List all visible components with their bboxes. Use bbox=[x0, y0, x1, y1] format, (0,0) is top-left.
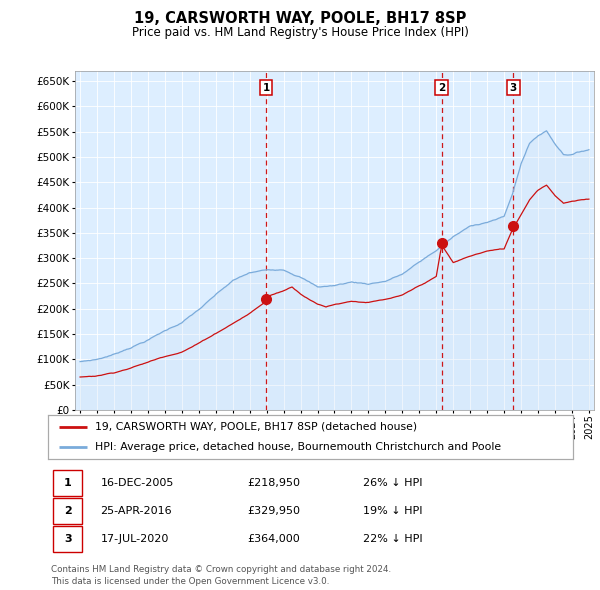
Text: 25-APR-2016: 25-APR-2016 bbox=[101, 506, 172, 516]
Text: Contains HM Land Registry data © Crown copyright and database right 2024.: Contains HM Land Registry data © Crown c… bbox=[51, 565, 391, 574]
Text: £329,950: £329,950 bbox=[248, 506, 301, 516]
Text: £218,950: £218,950 bbox=[248, 478, 301, 488]
Text: 19, CARSWORTH WAY, POOLE, BH17 8SP (detached house): 19, CARSWORTH WAY, POOLE, BH17 8SP (deta… bbox=[95, 422, 418, 432]
Text: 3: 3 bbox=[509, 83, 517, 93]
FancyBboxPatch shape bbox=[53, 526, 82, 552]
Text: 26% ↓ HPI: 26% ↓ HPI bbox=[363, 478, 422, 488]
Text: 1: 1 bbox=[262, 83, 269, 93]
Text: 17-JUL-2020: 17-JUL-2020 bbox=[101, 534, 169, 544]
Text: 1: 1 bbox=[64, 478, 71, 488]
Text: Price paid vs. HM Land Registry's House Price Index (HPI): Price paid vs. HM Land Registry's House … bbox=[131, 26, 469, 39]
Text: 19, CARSWORTH WAY, POOLE, BH17 8SP: 19, CARSWORTH WAY, POOLE, BH17 8SP bbox=[134, 11, 466, 25]
FancyBboxPatch shape bbox=[53, 498, 82, 524]
Text: £364,000: £364,000 bbox=[248, 534, 300, 544]
Text: 2: 2 bbox=[438, 83, 445, 93]
FancyBboxPatch shape bbox=[53, 470, 82, 496]
Text: This data is licensed under the Open Government Licence v3.0.: This data is licensed under the Open Gov… bbox=[51, 577, 329, 586]
Text: 3: 3 bbox=[64, 534, 71, 544]
Text: 2: 2 bbox=[64, 506, 71, 516]
Text: HPI: Average price, detached house, Bournemouth Christchurch and Poole: HPI: Average price, detached house, Bour… bbox=[95, 442, 502, 452]
Text: 19% ↓ HPI: 19% ↓ HPI bbox=[363, 506, 422, 516]
Text: 22% ↓ HPI: 22% ↓ HPI bbox=[363, 534, 422, 544]
Text: 16-DEC-2005: 16-DEC-2005 bbox=[101, 478, 174, 488]
